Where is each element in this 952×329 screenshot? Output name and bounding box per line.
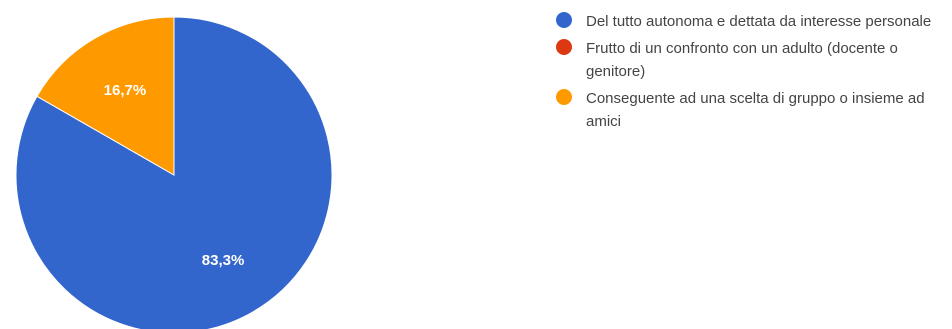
pie-chart-svg: 83,3% 16,7%: [15, 16, 333, 329]
legend: Del tutto autonoma e dettata da interess…: [556, 10, 952, 137]
pie-slice-label-0: 83,3%: [202, 252, 245, 269]
legend-item-2[interactable]: Conseguente ad una scelta di gruppo o in…: [556, 87, 952, 133]
legend-item-0[interactable]: Del tutto autonoma e dettata da interess…: [556, 10, 952, 33]
pie-slice-2[interactable]: [36, 16, 175, 176]
legend-label-2: Conseguente ad una scelta di gruppo o in…: [586, 90, 925, 130]
legend-label-0: Del tutto autonoma e dettata da interess…: [586, 13, 932, 30]
legend-swatch-0: [556, 12, 572, 28]
pie-slice-label-2: 16,7%: [104, 82, 147, 99]
legend-swatch-1: [556, 39, 572, 55]
pie-slice-0[interactable]: [15, 16, 333, 329]
legend-label-1: Frutto di un confronto con un adulto (do…: [586, 40, 898, 80]
legend-item-1[interactable]: Frutto di un confronto con un adulto (do…: [556, 37, 952, 83]
legend-swatch-2: [556, 89, 572, 105]
